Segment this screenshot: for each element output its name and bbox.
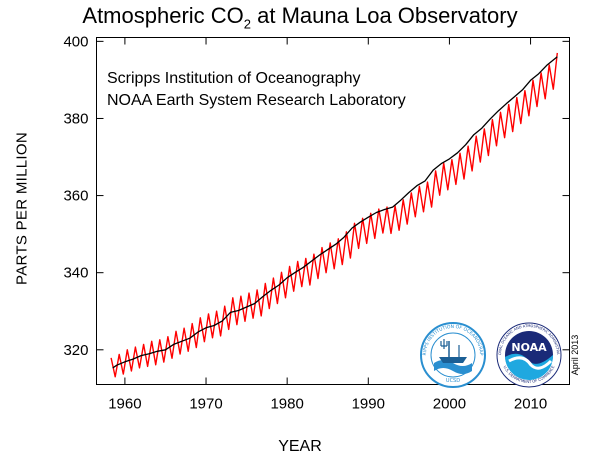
y-tick-label: 400	[63, 33, 88, 50]
scripps-logo: SCRIPPS INSTITUTION OF OCEANOGRAPHY UCSD	[420, 322, 486, 388]
x-tick-label: 1970	[189, 396, 222, 413]
noaa-logo-text: NOAA	[511, 341, 547, 354]
plot-frame	[96, 37, 570, 385]
chart-title: Atmospheric CO2 at Mauna Loa Observatory	[82, 3, 518, 32]
x-tick-label: 2000	[433, 396, 466, 413]
y-tick-label: 340	[63, 265, 88, 282]
credit-scripps: Scripps Institution of Oceanography	[107, 70, 361, 87]
x-axis-label: YEAR	[278, 438, 322, 455]
series-layer	[110, 52, 558, 378]
y-tick-label: 320	[63, 342, 88, 359]
scripps-logo-bottom: UCSD	[446, 378, 460, 384]
y-tick-label: 360	[63, 188, 88, 205]
x-tick-label: 1980	[270, 396, 303, 413]
noaa-logo: NOAA NATIONAL OCEANIC AND ATMOSPHERIC AD…	[496, 322, 562, 388]
credit-noaa: NOAA Earth System Research Laboratory	[107, 92, 406, 109]
series-monthly-line	[110, 52, 558, 378]
series-trend-line	[112, 56, 558, 369]
x-tick-label: 1960	[108, 396, 141, 413]
x-tick-label: 2010	[514, 396, 547, 413]
y-tick-label: 380	[63, 110, 88, 127]
axis-ticks: 1960 1970 1980 1990 2000 2010 320 340 360 380 400	[63, 33, 570, 413]
x-tick-label: 1990	[352, 396, 385, 413]
